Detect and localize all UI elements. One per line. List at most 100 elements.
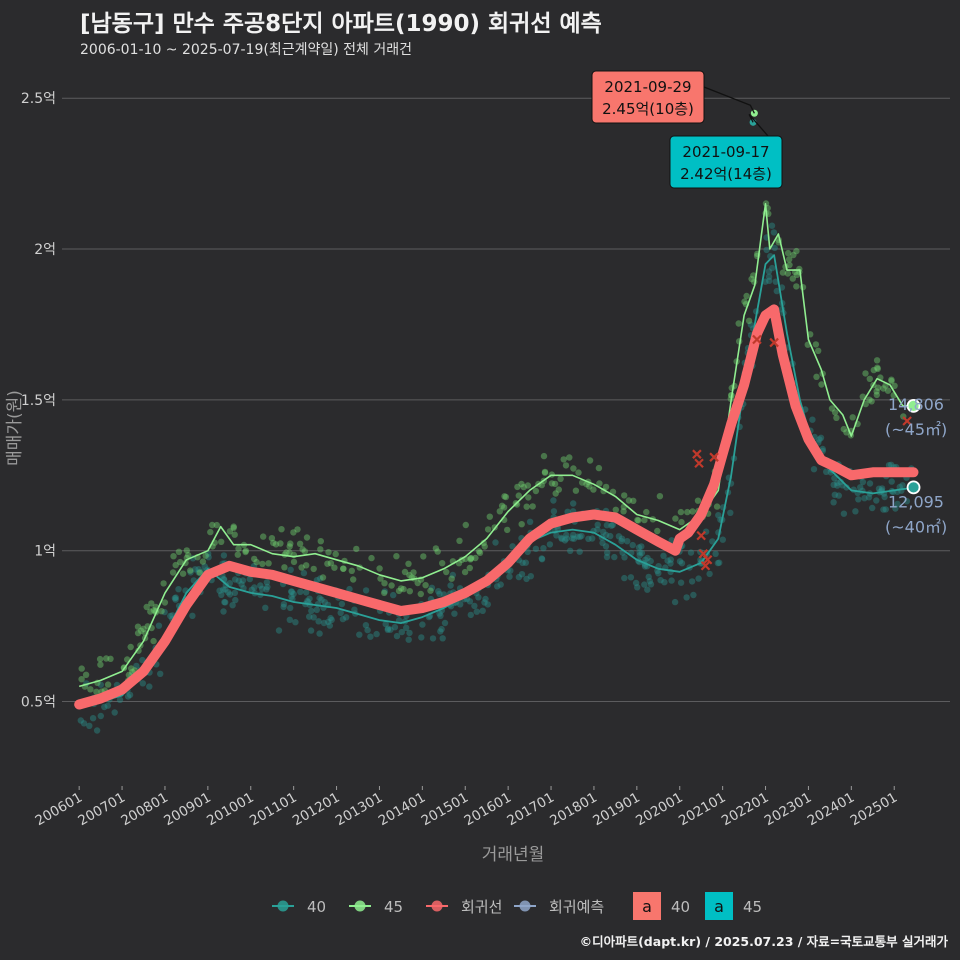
scatter-point-45	[467, 555, 474, 562]
y-tick-label-4: 2.5억	[21, 91, 56, 107]
scatter-point-45	[209, 521, 216, 529]
scatter-point-40	[567, 547, 574, 554]
scatter-point-40	[765, 273, 773, 280]
scatter-point-45	[815, 347, 822, 354]
scatter-point-40	[518, 571, 526, 578]
scatter-point-40	[816, 436, 823, 443]
scatter-point-40	[264, 583, 271, 591]
scatter-point-45	[579, 479, 586, 486]
scatter-point-45	[849, 414, 856, 421]
scatter-point-40	[232, 596, 239, 604]
scatter-point-45	[327, 560, 335, 567]
scatter-point-45	[169, 569, 177, 576]
scatter-point-40	[104, 702, 112, 709]
scatter-point-40	[611, 553, 618, 561]
scatter-point-45	[555, 486, 562, 493]
scatter-point-40	[492, 539, 499, 546]
scatter-point-45	[790, 251, 797, 259]
scatter-point-45	[301, 548, 309, 555]
x-tick-label-18: 202401	[805, 790, 858, 830]
scatter-point-45	[873, 357, 881, 364]
scatter-point-40	[307, 627, 315, 634]
series-line-40	[78, 254, 916, 709]
scatter-point-45	[235, 545, 242, 552]
scatter-point-40	[155, 622, 163, 629]
x-axis-ticks: 2006012007012008012009012010012011012012…	[33, 786, 901, 830]
scatter-point-40	[318, 596, 325, 603]
scatter-point-45	[218, 538, 225, 545]
scatter-point-45	[596, 480, 603, 487]
scatter-point-45	[786, 256, 793, 263]
scatter-point-45	[745, 317, 753, 324]
scatter-point-40	[570, 535, 578, 542]
scatter-point-40	[101, 703, 108, 711]
scatter-point-40	[538, 556, 546, 563]
scatter-point-45	[405, 560, 412, 567]
scatter-point-40	[762, 278, 769, 285]
x-tick-label-19: 202501	[848, 790, 901, 830]
scatter-point-45	[303, 562, 310, 569]
scatter-point-40	[362, 587, 370, 594]
scatter-point-45	[684, 508, 691, 516]
scatter-point-45	[570, 465, 577, 472]
scatter-point-40	[497, 581, 504, 588]
scatter-point-40	[526, 518, 534, 525]
scatter-point-40	[238, 581, 245, 588]
scatter-point-40	[304, 597, 311, 605]
scatter-point-45	[566, 454, 573, 461]
scatter-point-40	[538, 555, 545, 562]
scatter-point-45	[502, 493, 510, 501]
scatter-point-40	[527, 573, 534, 580]
scatter-point-45	[873, 388, 880, 395]
scatter-point-45	[350, 576, 357, 583]
scatter-point-40	[220, 586, 227, 593]
scatter-point-40	[292, 619, 299, 626]
y-tick-label-1: 1억	[34, 544, 56, 560]
scatter-point-45	[260, 533, 267, 540]
scatter-point-40	[287, 604, 294, 612]
scatter-point-40	[381, 588, 388, 595]
scatter-point-45	[472, 554, 479, 562]
scatter-point-45	[420, 553, 427, 560]
scatter-point-45	[187, 567, 194, 574]
scatter-point-40	[903, 498, 911, 505]
scatter-point-40	[550, 497, 557, 504]
scatter-point-40	[116, 696, 124, 703]
scatter-point-40	[287, 566, 294, 573]
scatter-point-40	[594, 526, 601, 533]
scatter-point-45	[557, 475, 564, 482]
scatter-point-40	[515, 573, 523, 581]
scatter-point-40	[599, 539, 606, 547]
scatter-point-45	[325, 549, 332, 556]
scatter-point-40	[540, 545, 547, 552]
regression-line	[74, 304, 919, 710]
scatter-point-40	[831, 491, 838, 498]
scatter-point-45	[150, 637, 157, 645]
scatter-point-45	[743, 292, 750, 300]
scatter-point-40	[220, 552, 228, 559]
scatter-point-40	[688, 578, 696, 585]
scatter-point-40	[306, 595, 313, 602]
scatter-point-45	[183, 547, 190, 554]
scatter-point-45	[750, 272, 757, 279]
scatter-point-40	[771, 244, 778, 252]
callout-price-40: 2.42억(14층)	[680, 165, 772, 183]
forecast-label-45: 14,806 (~45㎡)	[885, 395, 947, 439]
x-tick-label-8: 201401	[376, 790, 429, 830]
scatter-point-45	[748, 275, 755, 283]
scatter-point-40	[262, 604, 269, 611]
scatter-point-40	[859, 478, 867, 486]
scatter-point-40	[239, 577, 247, 584]
scatter-point-40	[773, 287, 780, 295]
scatter-point-40	[161, 608, 168, 616]
scatter-point-40	[275, 627, 283, 634]
scatter-point-45	[575, 469, 582, 476]
x-tick-label-14: 202001	[633, 790, 686, 830]
callout-box-40	[669, 135, 783, 189]
scatter-point-45	[462, 521, 469, 529]
chart-subtitle: 2006-01-10 ~ 2025-07-19(최근계약일) 전체 거래건	[80, 42, 412, 58]
scatter-point-45	[213, 521, 220, 529]
scatter-point-45	[340, 565, 347, 572]
scatter-point-40	[229, 602, 236, 609]
scatter-point-40	[621, 554, 628, 561]
